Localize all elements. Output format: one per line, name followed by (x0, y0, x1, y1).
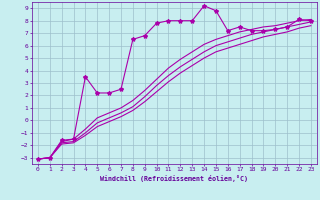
X-axis label: Windchill (Refroidissement éolien,°C): Windchill (Refroidissement éolien,°C) (100, 175, 248, 182)
